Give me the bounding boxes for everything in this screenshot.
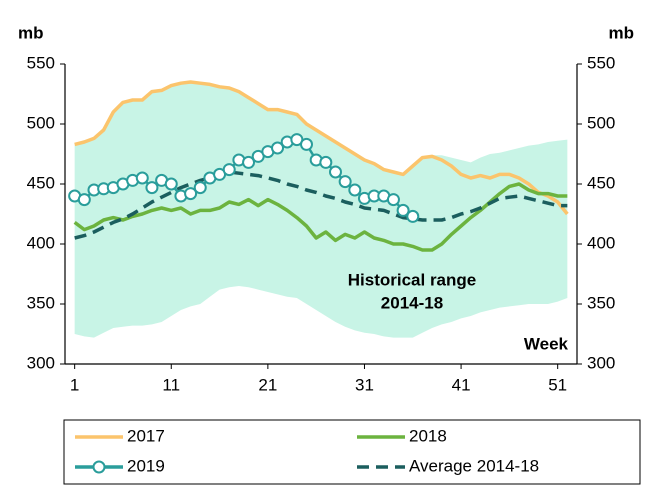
y-tick-label: 450 xyxy=(27,173,55,192)
marker xyxy=(348,183,362,197)
x-tick-label: 31 xyxy=(355,375,374,394)
y2-axis-label: mb xyxy=(609,23,635,42)
series-line xyxy=(73,182,568,252)
y2-tick-label: 550 xyxy=(587,53,615,72)
marker xyxy=(222,163,236,177)
marker xyxy=(242,155,256,169)
x-tick-label: 11 xyxy=(162,375,180,394)
x-tick-label: 51 xyxy=(548,375,567,394)
y2-tick-label: 350 xyxy=(587,293,615,312)
x-tick-label: 21 xyxy=(258,375,277,394)
marker xyxy=(338,175,352,189)
y-tick-label: 300 xyxy=(27,353,55,372)
y2-tick-label: 400 xyxy=(587,233,615,252)
range-area xyxy=(74,82,568,338)
y2-tick-label: 450 xyxy=(587,173,615,192)
y-tick-label: 400 xyxy=(27,233,55,252)
marker xyxy=(145,181,159,195)
x-tick-label: 1 xyxy=(70,375,79,394)
legend-marker xyxy=(92,460,106,474)
marker xyxy=(271,141,285,155)
marker xyxy=(328,165,342,179)
y-tick-label: 500 xyxy=(27,113,55,132)
legend-label: 2018 xyxy=(409,426,447,445)
marker xyxy=(406,209,420,223)
legend-item: Average 2014-18 xyxy=(357,456,539,475)
x-tick-label: 41 xyxy=(452,375,471,394)
y2-tick-label: 500 xyxy=(587,113,615,132)
annotation: Historical range xyxy=(348,270,477,289)
legend-label: 2017 xyxy=(127,426,165,445)
legend-item: 2017 xyxy=(75,426,165,445)
marker xyxy=(319,155,333,169)
legend-item: 2019 xyxy=(75,456,165,475)
legend-item: 2018 xyxy=(357,426,447,445)
legend-box xyxy=(63,419,641,485)
marker xyxy=(184,187,198,201)
marker xyxy=(77,193,91,207)
y-tick-label: 550 xyxy=(27,53,55,72)
series-line xyxy=(74,80,569,216)
marker xyxy=(396,203,410,217)
x-axis-label: Week xyxy=(524,334,569,353)
background xyxy=(74,82,568,338)
y-tick-label: 350 xyxy=(27,293,55,312)
marker xyxy=(135,171,149,185)
marker xyxy=(300,137,314,151)
marker xyxy=(164,177,178,191)
legend-label: Average 2014-18 xyxy=(409,456,539,475)
y-axis-label: mb xyxy=(18,23,44,42)
marker xyxy=(193,181,207,195)
annotation: 2014-18 xyxy=(381,293,443,312)
y2-tick-label: 300 xyxy=(587,353,615,372)
legend-label: 2019 xyxy=(127,456,165,475)
marker xyxy=(386,193,400,207)
